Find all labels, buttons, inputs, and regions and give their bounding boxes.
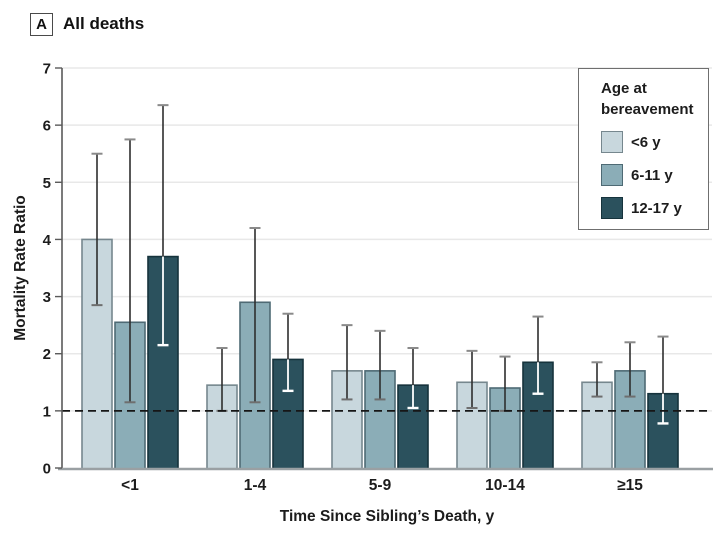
x-axis-title: Time Since Sibling’s Death, y: [279, 508, 495, 525]
y-tick-label: 0: [43, 461, 51, 478]
y-tick-label: 7: [43, 61, 51, 78]
y-tick-label: 3: [43, 289, 51, 306]
bar-3-cat-4: [522, 361, 554, 470]
legend-swatch-6-11: [601, 164, 623, 186]
legend-swatch-lt6: [601, 131, 623, 153]
legend-label: <6 y: [631, 133, 661, 151]
legend-item: 6-11 y: [601, 164, 702, 186]
y-tick-label: 5: [43, 175, 51, 192]
x-category-label: 1-4: [244, 477, 267, 494]
x-category-label: <1: [121, 477, 139, 494]
y-tick-label: 4: [43, 232, 52, 249]
y-tick-label: 2: [43, 346, 51, 363]
legend: Age at bereavement <6 y 6-11 y 12-17 y: [578, 68, 709, 230]
y-tick-label: 6: [43, 118, 51, 135]
legend-label: 12-17 y: [631, 199, 682, 217]
legend-label: 6-11 y: [631, 166, 673, 184]
legend-title: Age at bereavement: [601, 80, 694, 118]
panel-label-box: A: [30, 13, 53, 36]
panel-label: A: [36, 16, 47, 33]
x-category-label: 10-14: [485, 477, 525, 494]
legend-item: 12-17 y: [601, 197, 702, 219]
x-category-label: ≥15: [617, 477, 643, 494]
x-category-label: 5-9: [369, 477, 392, 494]
panel-title: All deaths: [63, 14, 145, 33]
legend-swatch-12-17: [601, 197, 623, 219]
legend-item: <6 y: [601, 131, 702, 153]
y-tick-label: 1: [43, 403, 51, 420]
